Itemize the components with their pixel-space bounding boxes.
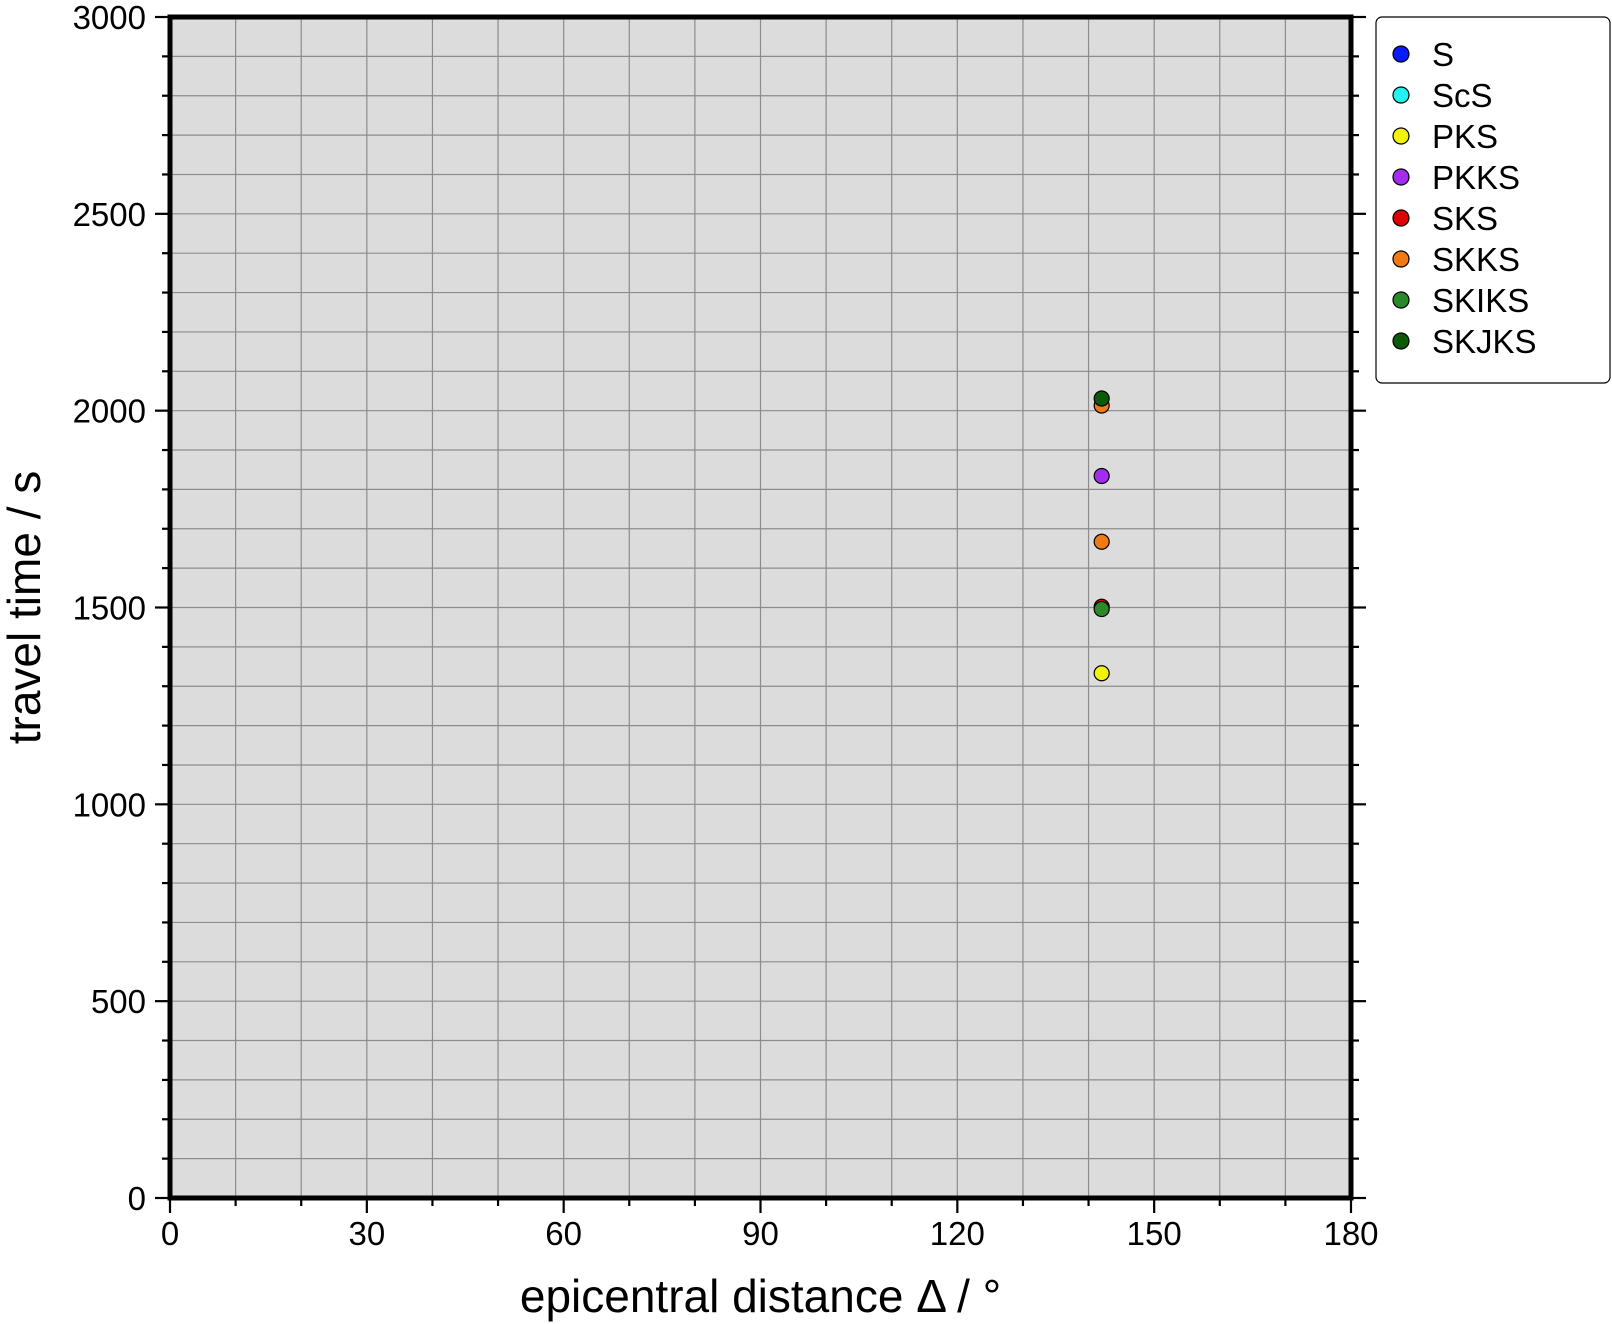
x-tick-label: 0 xyxy=(161,1215,179,1252)
legend-marker-pkks xyxy=(1392,168,1410,186)
legend-label-pks: PKS xyxy=(1432,118,1498,155)
y-tick-label: 1000 xyxy=(73,786,146,823)
data-point-pkks xyxy=(1093,467,1110,485)
tick-labels: 0 30 60 90 120 150 180 0 500 1000 1500 2000 2500 3000 xyxy=(73,0,1379,1252)
plot-frame xyxy=(167,14,1354,1201)
x-tick-label: 120 xyxy=(930,1215,985,1252)
legend: S ScS PKS PKKS SKS SKKS SKIKS SKJKS xyxy=(1375,16,1611,384)
legend-marker-pks xyxy=(1392,127,1410,145)
y-tick-label: 1500 xyxy=(73,590,146,627)
data-point-pks xyxy=(1093,665,1110,682)
legend-marker-s xyxy=(1392,45,1410,63)
legend-label-s: S xyxy=(1432,36,1454,73)
y-tick-label: 3000 xyxy=(73,0,146,36)
legend-marker-scs xyxy=(1392,86,1410,104)
y-tick-label: 2500 xyxy=(73,196,146,233)
data-points xyxy=(1093,390,1110,682)
data-point-skjks xyxy=(1093,390,1110,407)
x-tick-label: 30 xyxy=(348,1215,385,1252)
legend-label-skiks: SKIKS xyxy=(1432,282,1529,319)
x-tick-label: 60 xyxy=(545,1215,582,1252)
y-axis-title: travel time / s xyxy=(0,471,50,745)
legend-marker-sks xyxy=(1392,209,1410,227)
legend-label-pkks: PKKS xyxy=(1432,159,1520,196)
data-point-skks xyxy=(1093,533,1110,550)
legend-marker-skiks xyxy=(1392,291,1410,309)
x-axis-title: epicentral distance Δ / ° xyxy=(520,1270,1001,1322)
legend-marker-skjks xyxy=(1392,332,1410,350)
y-tick-label: 2000 xyxy=(73,393,146,430)
x-tick-label: 180 xyxy=(1323,1215,1378,1252)
x-tick-label: 90 xyxy=(742,1215,779,1252)
y-tick-label: 0 xyxy=(128,1180,146,1217)
legend-label-sks: SKS xyxy=(1432,200,1498,237)
legend-label-scs: ScS xyxy=(1432,77,1493,114)
legend-label-skjks: SKJKS xyxy=(1432,323,1537,360)
x-tick-label: 150 xyxy=(1127,1215,1182,1252)
legend-box xyxy=(1375,16,1611,384)
y-tick-label: 500 xyxy=(91,983,146,1020)
legend-label-skks: SKKS xyxy=(1432,241,1520,278)
grid-lines xyxy=(170,17,1351,1198)
data-point-skiks xyxy=(1093,600,1110,618)
legend-marker-skks xyxy=(1392,250,1410,268)
